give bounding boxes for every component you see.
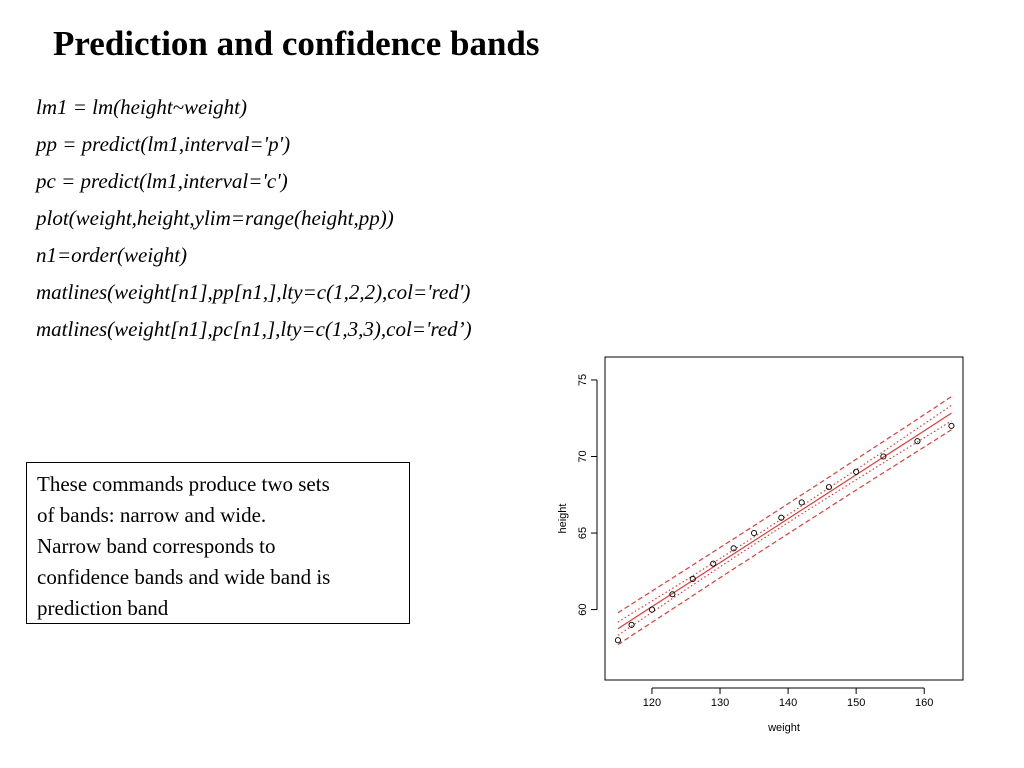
x-tick-label: 160: [915, 697, 933, 709]
note-line: These commands produce two sets: [37, 472, 330, 496]
x-tick-label: 130: [711, 697, 729, 709]
x-axis-label: weight: [767, 722, 800, 734]
x-tick-label: 150: [847, 697, 865, 709]
x-tick-label: 140: [779, 697, 797, 709]
note-box: These commands produce two sets of bands:…: [26, 462, 410, 624]
note-line: Narrow band corresponds to: [37, 534, 276, 558]
note-line: prediction band: [37, 596, 169, 620]
data-point: [914, 438, 921, 445]
data-point: [853, 468, 860, 475]
band-line: [617, 420, 952, 636]
data-point: [614, 637, 621, 644]
band-line: [617, 396, 952, 614]
code-line: plot(weight,height,ylim=range(height,pp)…: [36, 206, 394, 230]
code-line: matlines(weight[n1],pc[n1,],lty=c(1,3,3)…: [36, 317, 472, 341]
y-tick-label: 70: [577, 450, 589, 462]
code-block: lm1 = lm(height~weight) pp = predict(lm1,…: [36, 92, 472, 351]
code-line: matlines(weight[n1],pp[n1,],lty=c(1,2,2)…: [36, 280, 471, 304]
data-point: [669, 591, 676, 598]
data-point: [648, 606, 656, 613]
y-tick-label: 75: [577, 374, 589, 386]
code-line: pp = predict(lm1,interval='p'): [36, 132, 291, 156]
plot-frame: [604, 356, 964, 681]
y-tick-label: 65: [577, 527, 589, 539]
data-point: [710, 560, 717, 567]
data-point: [880, 453, 887, 460]
note-line: confidence bands and wide band is: [37, 565, 331, 589]
y-axis-label: height: [557, 504, 569, 534]
data-point: [778, 514, 785, 521]
slide-title: Prediction and confidence bands: [53, 24, 540, 63]
data-point: [628, 621, 635, 628]
note-line: of bands: narrow and wide.: [37, 503, 267, 527]
code-line: n1=order(weight): [36, 243, 188, 267]
data-point: [689, 575, 696, 583]
data-point: [825, 484, 832, 491]
band-line: [617, 412, 952, 630]
data-point: [751, 529, 758, 537]
x-tick-label: 120: [643, 697, 661, 709]
band-line: [617, 404, 952, 623]
code-line: lm1 = lm(height~weight): [36, 95, 248, 119]
data-point: [730, 545, 737, 552]
band-line: [617, 429, 952, 646]
data-point: [948, 422, 955, 429]
code-line: pc = predict(lm1,interval='c'): [36, 169, 288, 193]
y-tick-label: 60: [577, 603, 589, 615]
chart: 120 130 140 150 160 60 65 70 75 weight height: [557, 356, 964, 734]
data-point: [798, 499, 805, 506]
